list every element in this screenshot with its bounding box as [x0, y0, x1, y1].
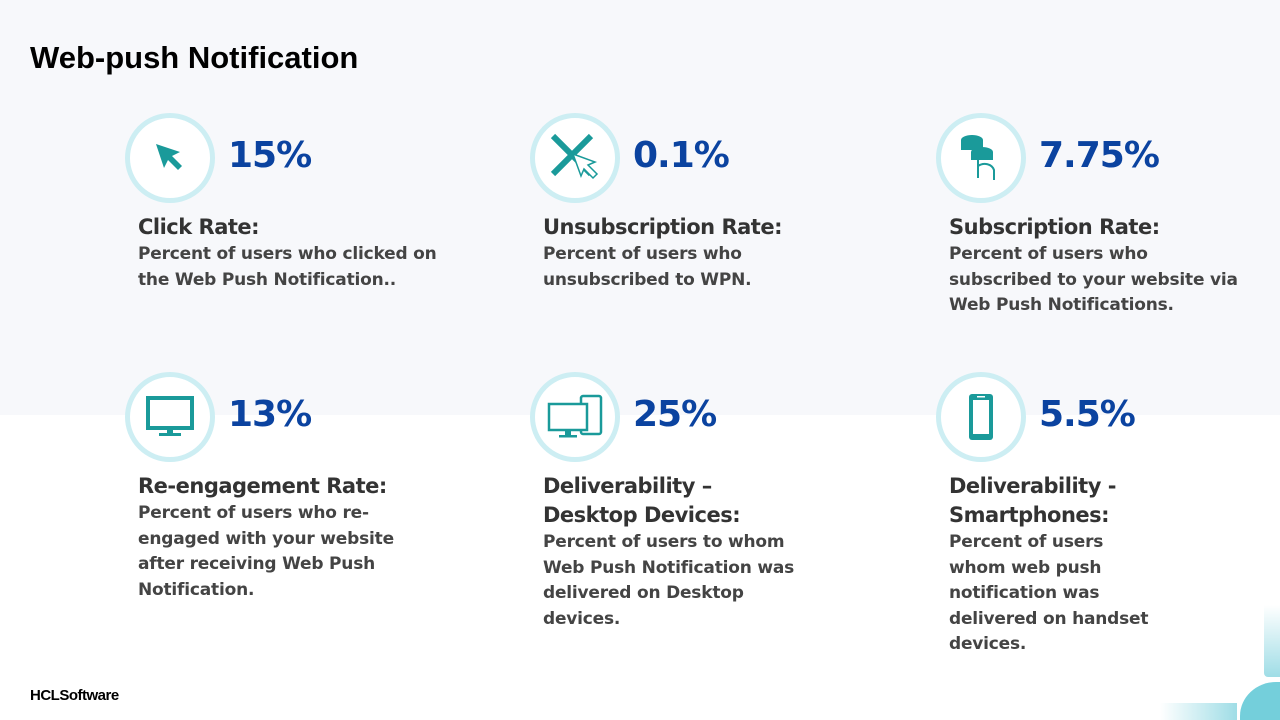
metric-description: Percent of users who subscribed to your …	[949, 244, 1238, 315]
monitor-icon	[146, 396, 194, 436]
metric-label: Unsubscription Rate:	[543, 215, 782, 239]
coins-hand-icon	[961, 135, 995, 180]
metric-label: Click Rate:	[138, 215, 260, 239]
metric-label: Re-engagement Rate:	[138, 474, 387, 498]
icon-circle	[530, 113, 620, 203]
metric-description: Percent of users who unsubscribed to WPN…	[543, 244, 752, 290]
metric-description: Percent of users who re-engaged with you…	[138, 503, 394, 600]
icon-circle	[125, 113, 215, 203]
unsubscribe-cursor-icon	[550, 133, 599, 180]
metric-label: Subscription Rate:	[949, 215, 1160, 239]
metric-label: Deliverability – Desktop Devices:	[543, 474, 741, 527]
decorative-bar	[1264, 605, 1280, 677]
decorative-corner	[1240, 682, 1280, 720]
desktop-devices-icon	[547, 394, 603, 438]
icon-circle	[936, 372, 1026, 462]
metric-value: 13%	[228, 394, 312, 435]
icon-circle	[125, 372, 215, 462]
metric-value: 7.75%	[1039, 135, 1160, 176]
metric-label: Deliverability - Smartphones:	[949, 474, 1116, 527]
icon-circle	[936, 113, 1026, 203]
metric-description: Percent of users who clicked on the Web …	[138, 244, 437, 290]
metric-value: 0.1%	[633, 135, 730, 176]
metric-value: 15%	[228, 135, 312, 176]
header-background	[0, 0, 1280, 415]
cursor-icon	[156, 144, 182, 170]
metric-description: Percent of users whom web push notificat…	[949, 532, 1149, 654]
metric-value: 25%	[633, 394, 717, 435]
smartphone-icon	[969, 394, 993, 440]
hcl-software-logo: HCLSoftware	[30, 687, 119, 704]
metric-description: Percent of users to whom Web Push Notifi…	[543, 532, 795, 629]
decorative-bar	[1160, 703, 1237, 720]
metric-value: 5.5%	[1039, 394, 1136, 435]
icon-circle	[530, 372, 620, 462]
page-title: Web-push Notification	[30, 40, 359, 75]
